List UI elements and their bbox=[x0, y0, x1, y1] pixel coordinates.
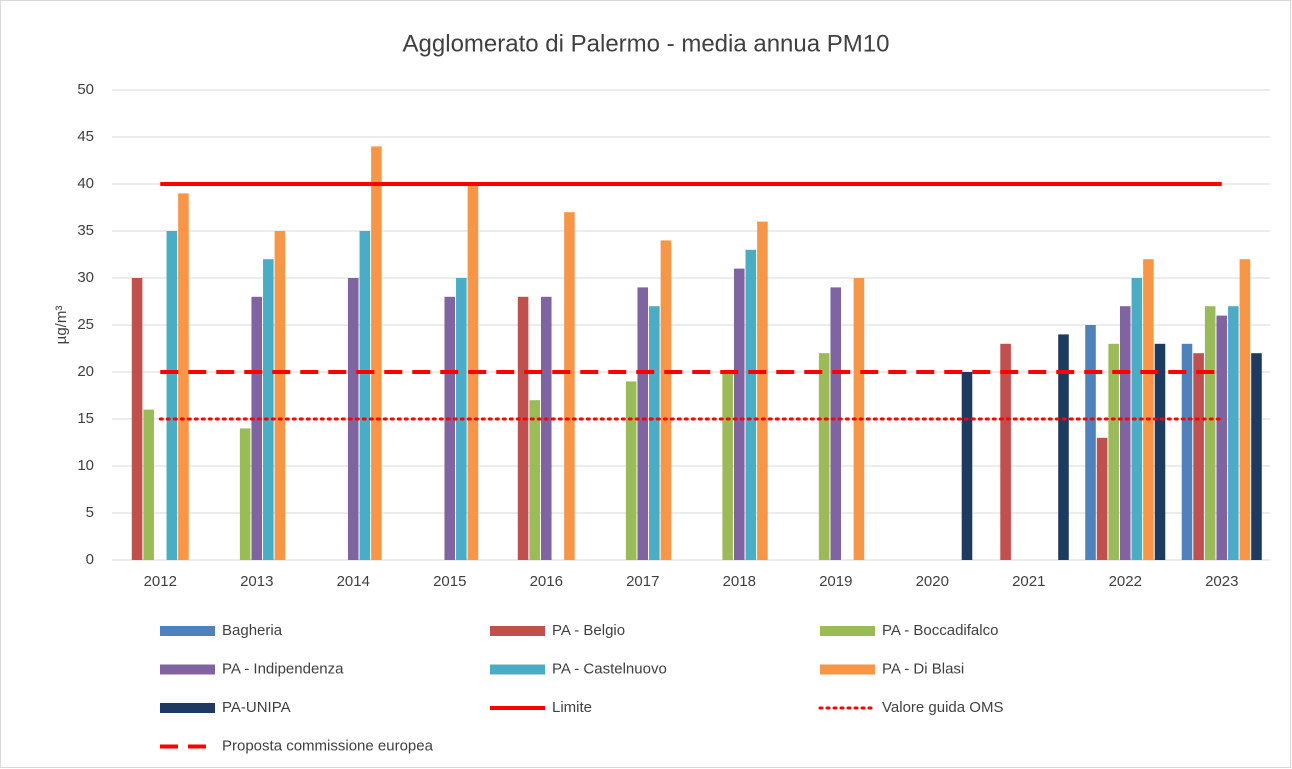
bar bbox=[564, 212, 575, 560]
y-tick-label: 50 bbox=[77, 81, 94, 98]
x-tick-label: 2021 bbox=[1012, 573, 1045, 590]
legend-label: PA - Belgio bbox=[552, 622, 625, 639]
bar bbox=[371, 146, 382, 560]
bar bbox=[733, 268, 745, 560]
y-tick-label: 40 bbox=[77, 175, 94, 192]
y-tick-label: 10 bbox=[77, 457, 94, 474]
legend-label: PA - Di Blasi bbox=[882, 660, 964, 677]
x-tick-label: 2018 bbox=[723, 573, 756, 590]
bar bbox=[239, 428, 251, 560]
bar bbox=[1239, 259, 1251, 560]
bar bbox=[444, 296, 456, 560]
y-axis-label: µg/m³ bbox=[53, 306, 70, 345]
x-tick-label: 2017 bbox=[626, 573, 659, 590]
bar bbox=[660, 240, 672, 560]
legend-label: PA-UNIPA bbox=[222, 699, 291, 716]
bar bbox=[649, 306, 660, 560]
bar bbox=[830, 287, 842, 560]
bar bbox=[1108, 343, 1119, 560]
y-tick-label: 35 bbox=[77, 222, 94, 239]
x-tick-label: 2019 bbox=[819, 573, 852, 590]
bar bbox=[818, 353, 830, 560]
bar bbox=[1000, 343, 1011, 560]
legend-label: PA - Boccadifalco bbox=[882, 622, 998, 639]
bar bbox=[1058, 334, 1069, 560]
bar bbox=[1216, 315, 1228, 560]
bar bbox=[961, 372, 973, 560]
bar bbox=[1154, 343, 1166, 560]
bar bbox=[143, 409, 154, 560]
legend-label: Bagheria bbox=[222, 622, 283, 639]
x-tick-label: 2014 bbox=[337, 573, 370, 590]
x-tick-label: 2020 bbox=[916, 573, 949, 590]
legend-swatch bbox=[820, 664, 875, 675]
bar bbox=[263, 259, 274, 560]
bar bbox=[178, 193, 189, 560]
x-tick-label: 2012 bbox=[144, 573, 177, 590]
bar bbox=[1228, 306, 1239, 560]
legend-swatch bbox=[160, 703, 215, 713]
bar bbox=[347, 278, 359, 560]
legend-swatch bbox=[490, 626, 545, 636]
chart-title: Agglomerato di Palermo - media annua PM1… bbox=[403, 30, 890, 57]
y-tick-label: 20 bbox=[77, 363, 94, 380]
bar bbox=[274, 231, 286, 560]
y-tick-label: 5 bbox=[86, 504, 94, 521]
bar bbox=[722, 372, 733, 560]
y-tick-label: 15 bbox=[77, 410, 94, 427]
legend-label: Limite bbox=[552, 699, 592, 716]
legend-swatch bbox=[490, 664, 545, 675]
bar bbox=[1096, 437, 1108, 560]
bar bbox=[625, 381, 637, 560]
bar bbox=[529, 400, 540, 560]
legend-swatch bbox=[160, 664, 215, 675]
x-tick-label: 2015 bbox=[433, 573, 466, 590]
bar bbox=[1193, 353, 1204, 560]
bar bbox=[359, 231, 371, 560]
y-tick-label: 45 bbox=[77, 128, 94, 145]
legend-label: Valore guida OMS bbox=[882, 699, 1003, 716]
y-tick-label: 25 bbox=[77, 316, 94, 333]
bar bbox=[637, 287, 649, 560]
bar bbox=[1131, 278, 1143, 560]
legend-swatch bbox=[160, 626, 215, 636]
bar bbox=[251, 296, 263, 560]
legend-label: PA - Indipendenza bbox=[222, 660, 344, 677]
bar bbox=[1204, 306, 1216, 560]
bar bbox=[166, 231, 178, 560]
x-tick-label: 2022 bbox=[1109, 573, 1142, 590]
legend-label: PA - Castelnuovo bbox=[552, 660, 667, 677]
bar bbox=[131, 278, 143, 560]
bar bbox=[1251, 353, 1262, 560]
x-tick-label: 2016 bbox=[530, 573, 563, 590]
bar bbox=[1181, 343, 1193, 560]
bar bbox=[1085, 325, 1096, 560]
bar bbox=[540, 296, 552, 560]
y-tick-label: 30 bbox=[77, 269, 94, 286]
bar bbox=[517, 296, 529, 560]
bar bbox=[1143, 259, 1154, 560]
x-tick-label: 2023 bbox=[1205, 573, 1238, 590]
legend-label: Proposta commissione europea bbox=[222, 737, 434, 754]
legend-swatch bbox=[820, 626, 875, 636]
x-tick-label: 2013 bbox=[240, 573, 273, 590]
bar bbox=[1119, 306, 1131, 560]
bar bbox=[757, 221, 768, 560]
y-tick-label: 0 bbox=[86, 551, 94, 568]
bar bbox=[745, 249, 757, 561]
